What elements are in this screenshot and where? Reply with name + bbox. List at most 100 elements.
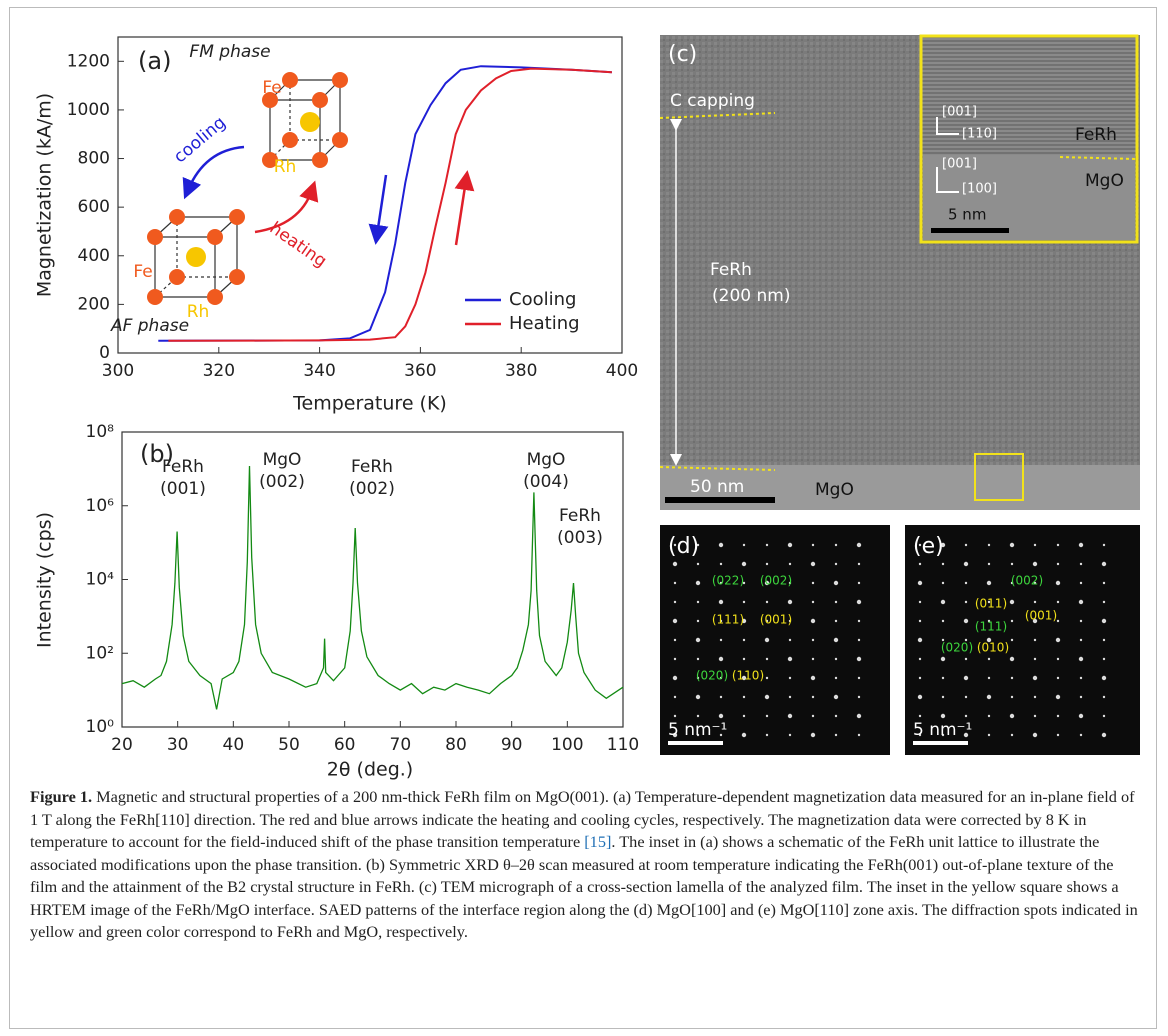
- spot: [987, 733, 991, 737]
- spot: [1056, 619, 1060, 623]
- spot: [1078, 656, 1084, 662]
- image-label: 50 nm: [690, 477, 744, 497]
- spot: [742, 638, 746, 642]
- spot: [719, 619, 723, 623]
- spot: [673, 581, 677, 585]
- spot: [1056, 562, 1060, 566]
- spot: [742, 581, 746, 585]
- panel-label: (c): [668, 42, 697, 67]
- spot: [765, 676, 769, 680]
- spot: [1102, 581, 1106, 585]
- spot: [765, 657, 769, 661]
- spot: [987, 714, 991, 718]
- spot: [1078, 542, 1084, 548]
- inset-label: [001]: [942, 157, 977, 172]
- y-tick-label: 0: [99, 343, 110, 363]
- y-tick-label: 10²: [86, 643, 114, 663]
- spot: [918, 733, 922, 737]
- x-tick-label: 360: [404, 361, 436, 381]
- spot: [917, 580, 923, 586]
- spot: [811, 695, 815, 699]
- x-tick-label: 70: [390, 735, 412, 755]
- spot: [788, 562, 792, 566]
- spot: [673, 714, 677, 718]
- figure-frame: [9, 7, 1157, 1029]
- spot: [672, 732, 678, 738]
- spot: [1102, 657, 1106, 661]
- spot: [857, 638, 861, 642]
- spot: [741, 732, 747, 738]
- x-tick-label: 100: [551, 735, 583, 755]
- y-tick-label: 10⁶: [86, 496, 115, 516]
- spot: [1032, 675, 1038, 681]
- spot: [672, 675, 678, 681]
- x-tick-label: 380: [505, 361, 537, 381]
- spot: [810, 675, 816, 681]
- spot: [1032, 618, 1038, 624]
- spot: [696, 657, 700, 661]
- spot: [918, 543, 922, 547]
- spot: [696, 714, 700, 718]
- spot: [834, 714, 838, 718]
- annotation: Rh: [187, 302, 210, 322]
- interface-line: [659, 112, 776, 119]
- data-line: [168, 67, 612, 342]
- spot-label: (011): [975, 597, 1007, 611]
- spot: [1033, 714, 1037, 718]
- spot: [940, 656, 946, 662]
- scale-bar-label: 5 nm⁻¹: [668, 720, 727, 740]
- annotation: AF phase: [110, 316, 189, 336]
- inset-label: [100]: [962, 182, 997, 197]
- spot-label: (111): [975, 620, 1007, 634]
- spot: [857, 562, 861, 566]
- inset-label: FeRh: [1075, 125, 1117, 145]
- spot: [941, 695, 945, 699]
- spot: [742, 714, 746, 718]
- spot-label: (002): [1011, 574, 1043, 588]
- panel-label: (a): [138, 47, 171, 75]
- spot: [1032, 561, 1038, 567]
- spot: [672, 561, 678, 567]
- image-label: C capping: [670, 91, 755, 111]
- spot: [1055, 580, 1061, 586]
- spot: [695, 694, 701, 700]
- spot: [918, 676, 922, 680]
- spot: [1079, 733, 1083, 737]
- spot: [765, 543, 769, 547]
- heating-arrow: [454, 170, 475, 246]
- x-tick-label: 110: [607, 735, 639, 755]
- spot: [857, 581, 861, 585]
- spot: [719, 562, 723, 566]
- spot: [742, 600, 746, 604]
- spot: [673, 638, 677, 642]
- panel-label: (e): [913, 534, 944, 559]
- spot: [1033, 695, 1037, 699]
- spot: [696, 562, 700, 566]
- caption-text: . The inset in (a) shows a schematic of …: [30, 832, 1138, 941]
- interface-line: [1059, 156, 1136, 160]
- spot: [1101, 732, 1107, 738]
- x-axis-label: Temperature (K): [292, 393, 447, 415]
- spot: [673, 543, 677, 547]
- spot: [1079, 619, 1083, 623]
- y-tick-label: 1000: [67, 100, 110, 120]
- citation[interactable]: [15]: [584, 832, 612, 851]
- diffraction-spots: [672, 542, 1107, 738]
- spot: [1055, 637, 1061, 643]
- scale-bar-label: 5 nm⁻¹: [913, 720, 972, 740]
- atoms: [147, 72, 348, 305]
- cooling-arrow: [182, 145, 245, 200]
- x-tick-label: 60: [334, 735, 356, 755]
- spot: [788, 581, 792, 585]
- spot: [1102, 695, 1106, 699]
- spot: [696, 600, 700, 604]
- spot: [742, 695, 746, 699]
- spot: [719, 676, 723, 680]
- annotation: (003): [557, 528, 603, 548]
- caption-label: Figure 1.: [30, 787, 93, 806]
- spot: [811, 714, 815, 718]
- spot: [696, 543, 700, 547]
- spot: [1078, 599, 1084, 605]
- spot: [833, 637, 839, 643]
